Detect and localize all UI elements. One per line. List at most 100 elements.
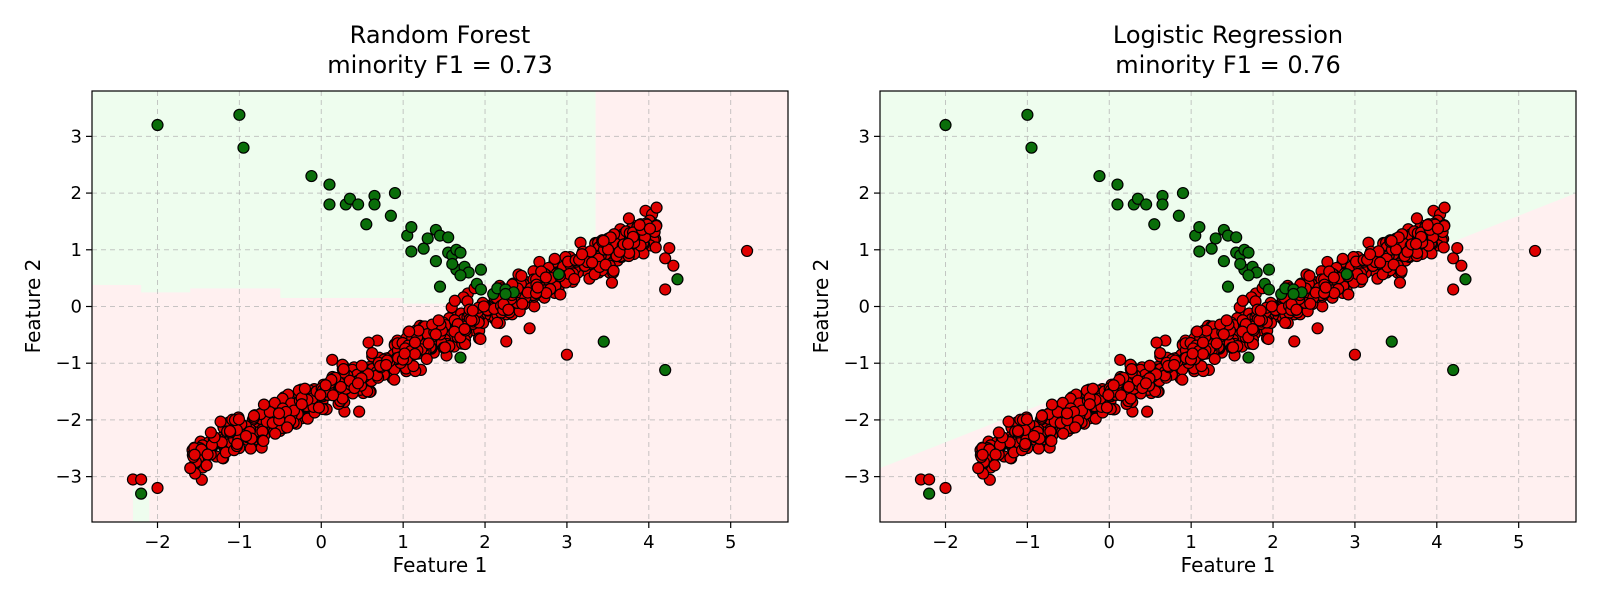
data-point	[305, 169, 318, 183]
data-point	[326, 353, 339, 366]
data-point	[1045, 434, 1058, 448]
data-point	[1068, 421, 1082, 434]
data-point	[388, 186, 402, 200]
data-point	[1141, 405, 1154, 418]
data-point	[649, 241, 662, 254]
data-point	[1437, 241, 1450, 254]
x-tick-label: 2	[1267, 532, 1278, 553]
x-tick-label: 3	[1349, 532, 1360, 553]
data-point	[1447, 363, 1460, 377]
y-tick-label: −2	[55, 410, 82, 431]
data-point	[1025, 141, 1038, 154]
subplot-logistic-regression: Logistic Regression minority F1 = 0.76 F…	[809, 21, 1577, 577]
data-point	[429, 328, 442, 341]
data-point	[1143, 359, 1156, 372]
x-tick-label: −2	[932, 532, 959, 553]
x-tick-label: 5	[1513, 532, 1524, 553]
data-point	[740, 244, 754, 258]
data-point	[1021, 108, 1034, 121]
data-point	[1262, 283, 1276, 296]
data-point	[314, 388, 327, 402]
chart-title-line1: Logistic Regression	[1113, 21, 1343, 49]
data-point	[1140, 198, 1153, 211]
data-point	[257, 398, 271, 411]
data-point	[204, 426, 217, 439]
data-point	[429, 255, 443, 268]
data-point	[323, 198, 336, 211]
y-tick-label: 0	[859, 297, 870, 318]
data-point	[1230, 231, 1243, 244]
data-point	[200, 459, 213, 472]
data-point	[1217, 255, 1231, 268]
data-point	[1139, 377, 1153, 390]
x-axis-label: Feature 1	[393, 553, 488, 577]
data-point	[1122, 380, 1135, 394]
data-point	[351, 377, 365, 390]
data-point	[586, 256, 599, 269]
data-point	[500, 335, 513, 348]
data-point	[1393, 276, 1407, 289]
x-tick-label: 0	[1104, 532, 1115, 553]
data-point	[1287, 287, 1300, 301]
data-point	[466, 304, 479, 317]
data-point	[552, 268, 565, 281]
data-point	[659, 363, 672, 377]
data-point	[1027, 429, 1041, 443]
data-point	[438, 341, 452, 354]
data-point	[312, 401, 326, 414]
data-point	[502, 303, 515, 316]
data-point	[1528, 244, 1542, 258]
x-tick-label: −1	[1014, 532, 1041, 553]
series-majority	[126, 201, 754, 495]
data-point	[422, 337, 435, 350]
data-point	[1168, 358, 1181, 372]
y-tick-label: 2	[71, 183, 82, 204]
data-point	[643, 222, 657, 235]
data-point	[1045, 398, 1059, 411]
data-point	[247, 409, 261, 422]
data-point	[421, 232, 434, 245]
green-decision-region	[880, 91, 1576, 469]
data-point	[326, 389, 340, 402]
data-point	[516, 297, 529, 310]
data-point	[1114, 353, 1127, 366]
data-point	[1148, 218, 1161, 231]
data-point	[1455, 259, 1468, 272]
data-point	[280, 421, 294, 434]
data-point	[201, 448, 214, 461]
data-point	[231, 437, 244, 450]
data-point	[1385, 335, 1398, 348]
data-point	[1196, 347, 1210, 361]
data-point	[1438, 201, 1451, 214]
data-point	[417, 242, 430, 255]
data-point	[1327, 271, 1340, 284]
data-point	[622, 212, 636, 225]
x-tick-label: 5	[725, 532, 736, 553]
data-point	[257, 434, 270, 448]
data-point	[368, 198, 381, 211]
data-point	[1348, 348, 1362, 361]
data-point	[1060, 407, 1074, 420]
data-point	[1387, 258, 1400, 271]
data-point	[1154, 346, 1167, 360]
data-point	[650, 201, 663, 214]
data-point	[458, 323, 471, 336]
data-point	[474, 332, 487, 346]
data-point	[1111, 198, 1124, 211]
data-point	[515, 269, 528, 282]
data-point	[539, 271, 552, 284]
data-point	[1374, 256, 1387, 269]
data-point	[319, 379, 332, 392]
data-point	[442, 231, 455, 244]
green-decision-region	[92, 91, 596, 304]
data-point	[151, 481, 164, 495]
data-point	[568, 272, 581, 286]
data-point	[1221, 280, 1235, 293]
data-point	[1459, 273, 1472, 286]
data-point	[269, 427, 282, 440]
plot-area: −2 −1 0 1 2 3 4 5 −3 −2 −1 0 1 2 3	[843, 90, 1577, 553]
data-point	[1019, 437, 1032, 450]
chart-title-line1: Random Forest	[350, 21, 531, 49]
data-point	[1209, 232, 1222, 245]
data-point	[1226, 341, 1240, 354]
